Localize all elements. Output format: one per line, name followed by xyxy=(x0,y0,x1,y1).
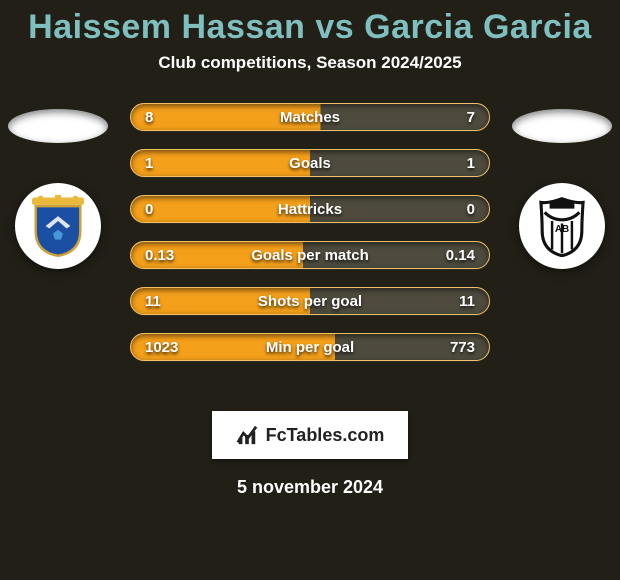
right-team-crest: AB xyxy=(519,183,605,269)
page-title: Haissem Hassan vs Garcia Garcia xyxy=(0,0,620,47)
brand-label: FcTables.com xyxy=(266,425,385,446)
stat-left-value: 1023 xyxy=(145,339,178,356)
snapshot-date: 5 november 2024 xyxy=(0,477,620,498)
stat-bar: 1Goals1 xyxy=(130,149,490,177)
stat-bar: 8Matches7 xyxy=(130,103,490,131)
stat-right-value: 773 xyxy=(450,339,475,356)
stat-label: Hattricks xyxy=(131,201,489,218)
chart-icon xyxy=(236,424,258,446)
left-team-crest xyxy=(15,183,101,269)
shield-icon: AB xyxy=(531,195,593,257)
stat-left-value: 0 xyxy=(145,201,153,218)
page-subtitle: Club competitions, Season 2024/2025 xyxy=(0,53,620,73)
stat-bar: 0.13Goals per match0.14 xyxy=(130,241,490,269)
stat-right-value: 0.14 xyxy=(446,247,475,264)
stat-bar: 1023Min per goal773 xyxy=(130,333,490,361)
stat-left-value: 11 xyxy=(145,293,161,310)
stat-left-value: 0.13 xyxy=(145,247,174,264)
stat-bar: 11Shots per goal11 xyxy=(130,287,490,315)
brand-badge[interactable]: FcTables.com xyxy=(212,411,408,459)
stat-left-value: 1 xyxy=(145,155,153,172)
stat-label: Goals xyxy=(131,155,489,172)
stat-label: Shots per goal xyxy=(131,293,489,310)
stat-right-value: 1 xyxy=(467,155,475,172)
right-shadow-ellipse xyxy=(512,109,612,143)
stat-right-value: 11 xyxy=(459,293,475,310)
shield-icon xyxy=(27,195,89,257)
stat-bars: 8Matches7 1Goals1 0Hattricks0 0.13Goals per… xyxy=(130,103,490,361)
left-shadow-ellipse xyxy=(8,109,108,143)
stat-label: Goals per match xyxy=(131,247,489,264)
stat-label: Matches xyxy=(131,109,489,126)
stat-bar: 0Hattricks0 xyxy=(130,195,490,223)
right-team-column: AB xyxy=(512,109,612,269)
stat-right-value: 7 xyxy=(467,109,475,126)
stat-label: Min per goal xyxy=(131,339,489,356)
stat-right-value: 0 xyxy=(467,201,475,218)
body: AB 8Matches7 1Goals1 0Hattricks0 0.13Goals … xyxy=(0,103,620,383)
comparison-card: Haissem Hassan vs Garcia Garcia Club com… xyxy=(0,0,620,580)
svg-text:AB: AB xyxy=(555,224,569,235)
left-team-column xyxy=(8,109,108,269)
stat-left-value: 8 xyxy=(145,109,153,126)
